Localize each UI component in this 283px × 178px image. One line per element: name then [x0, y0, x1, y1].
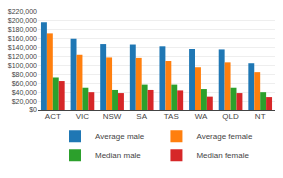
svg-text:$200,000: $200,000 — [8, 17, 37, 24]
svg-text:TAS: TAS — [164, 112, 179, 121]
svg-text:WA: WA — [195, 112, 208, 121]
svg-text:NSW: NSW — [103, 112, 122, 121]
svg-text:Average male: Average male — [95, 132, 145, 141]
svg-text:Median female: Median female — [196, 151, 249, 160]
svg-text:$20,000: $20,000 — [12, 98, 37, 105]
svg-text:Median male: Median male — [95, 151, 141, 160]
svg-text:$120,000: $120,000 — [8, 53, 37, 60]
svg-text:$0: $0 — [29, 106, 37, 113]
svg-text:$60,000: $60,000 — [12, 80, 37, 87]
svg-text:$160,000: $160,000 — [8, 35, 37, 42]
svg-text:$140,000: $140,000 — [8, 44, 37, 51]
svg-text:$100,000: $100,000 — [8, 62, 37, 69]
svg-text:QLD: QLD — [222, 112, 239, 121]
svg-text:NT: NT — [255, 112, 266, 121]
svg-text:SA: SA — [136, 112, 147, 121]
svg-text:$220,000: $220,000 — [8, 8, 37, 15]
svg-text:$80,000: $80,000 — [12, 71, 37, 78]
svg-text:VIC: VIC — [76, 112, 90, 121]
svg-text:Average female: Average female — [196, 132, 252, 141]
svg-text:$180,000: $180,000 — [8, 26, 37, 33]
svg-text:$40,000: $40,000 — [12, 89, 37, 96]
svg-text:ACT: ACT — [45, 112, 61, 121]
